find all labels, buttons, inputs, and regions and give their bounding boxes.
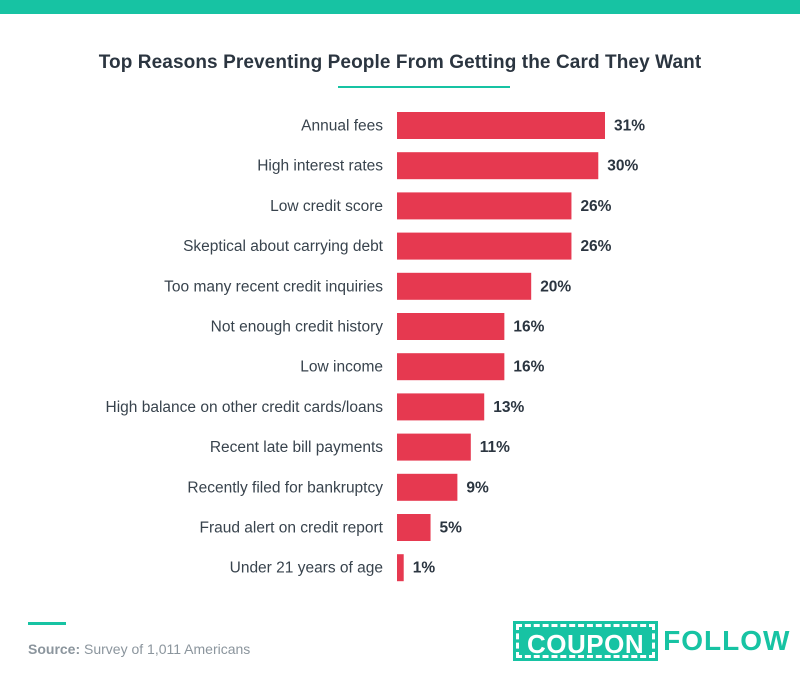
category-label: High interest rates [257,158,383,175]
bar [397,192,572,220]
bar [397,353,505,381]
value-label: 13% [493,399,524,416]
category-label: Recently filed for bankruptcy [187,479,383,496]
bar [397,272,532,300]
value-label: 26% [580,198,611,215]
logo-follow-text: FOLLOW [663,625,791,656]
couponfollow-logo: COUPON FOLLOW [512,621,791,661]
category-label: Not enough credit history [211,319,384,336]
source-text: Survey of 1,011 Americans [80,641,251,657]
value-label: 26% [580,238,611,255]
chart-title: Top Reasons Preventing People From Getti… [98,52,702,73]
source-label: Source: [28,641,81,657]
value-label: 31% [614,118,645,135]
value-label: 16% [513,359,544,376]
value-label: 30% [607,158,638,175]
top-accent-bar [0,0,800,14]
value-label: 16% [513,319,544,336]
bar [397,554,404,582]
title-underline [338,86,510,88]
bar [397,313,505,340]
bar [397,232,572,260]
logo-coupon-text: COUPON [512,621,659,661]
category-label: Skeptical about carrying debt [183,238,384,255]
category-label: Annual fees [301,118,383,135]
category-label: Recent late bill payments [210,439,383,456]
category-label: High balance on other credit cards/loans [106,399,384,416]
value-label: 20% [540,278,571,295]
source-divider [28,622,66,625]
bar [397,514,431,541]
bar [397,393,485,421]
value-label: 11% [480,439,510,456]
value-label: 9% [466,479,489,496]
category-label: Too many recent credit inquiries [164,278,383,295]
source-note: Source: Survey of 1,011 Americans [28,641,250,657]
bar [397,152,599,180]
bar-chart: Annual fees 31% High interest rates 30% Low … [106,112,645,582]
bar [397,473,458,501]
category-label: Fraud alert on credit report [199,520,383,537]
bar [397,112,605,139]
category-label: Low income [300,359,383,376]
category-label: Low credit score [270,198,383,215]
category-label: Under 21 years of age [230,560,383,577]
value-label: 5% [440,520,463,537]
bar [397,433,471,461]
value-label: 1% [413,560,436,577]
